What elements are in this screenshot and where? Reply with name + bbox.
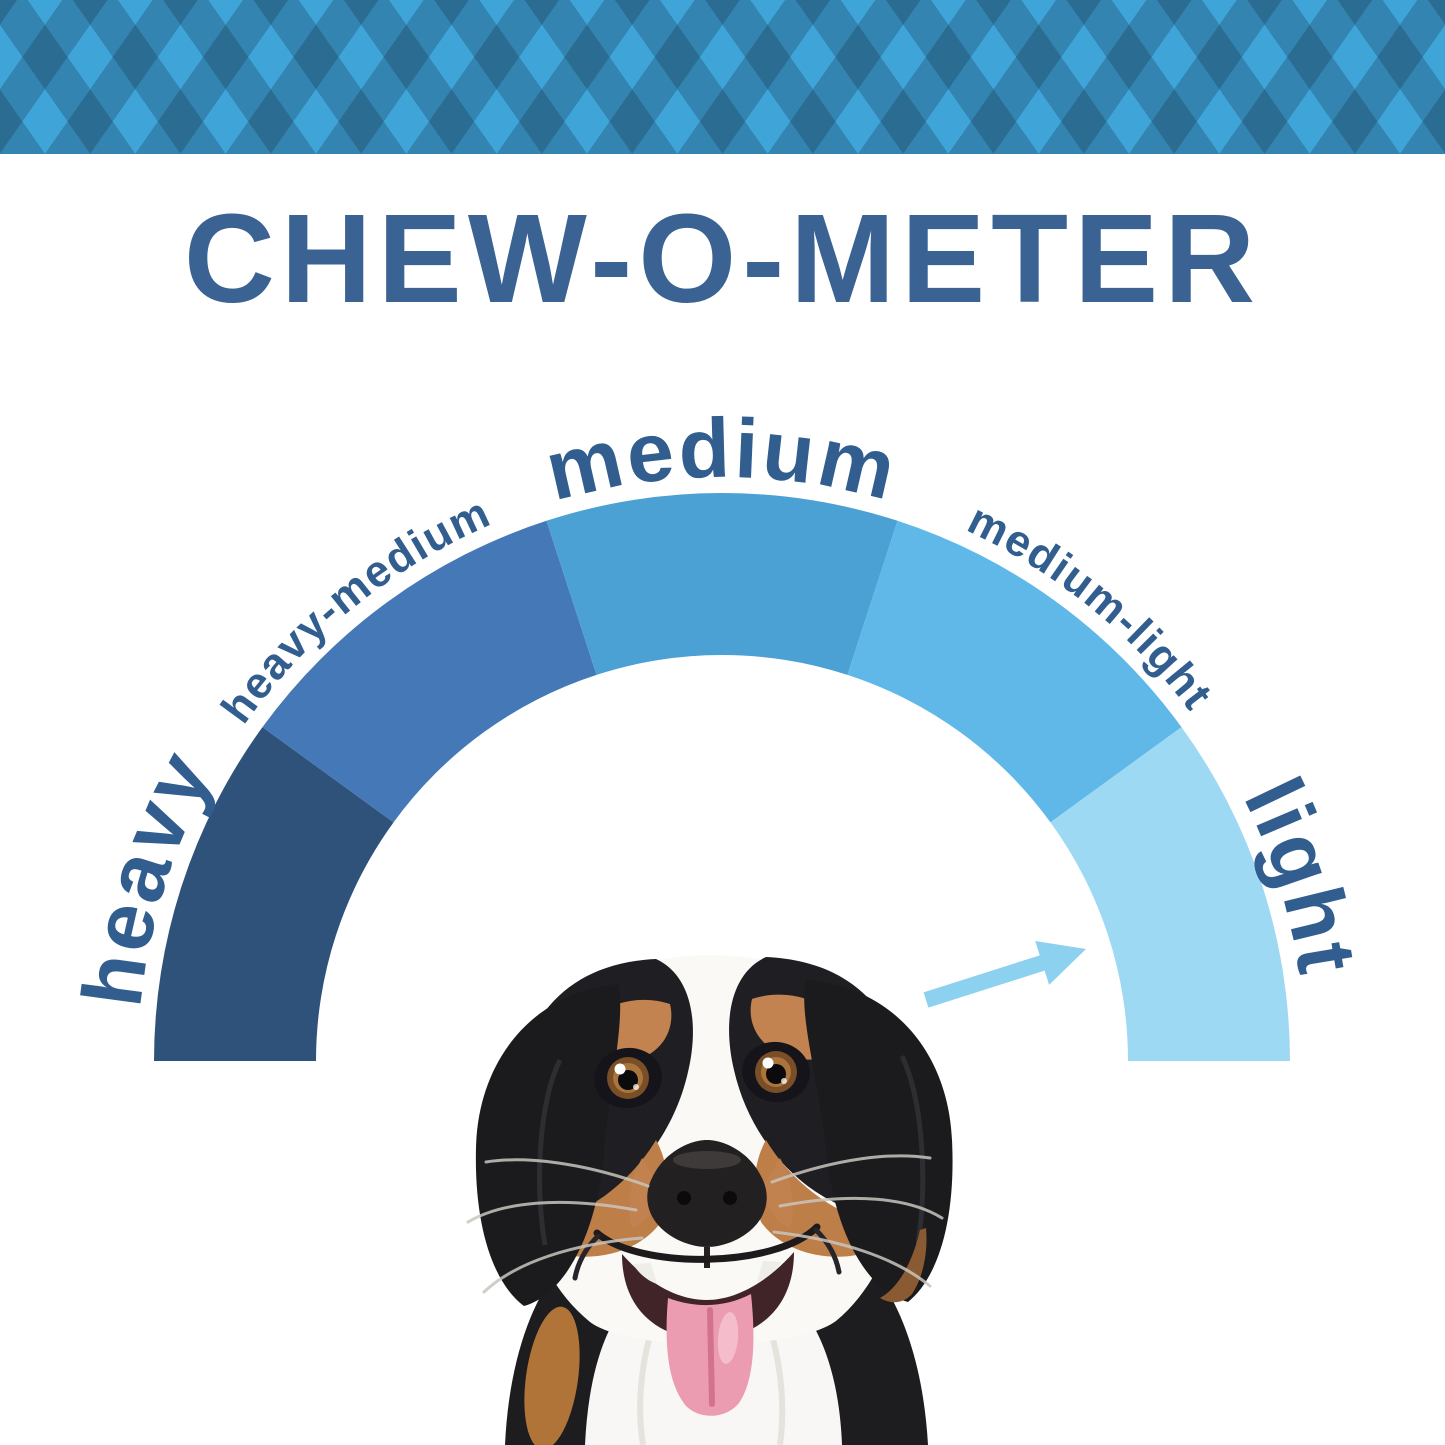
gauge-segment-medium-light bbox=[847, 520, 1182, 823]
dog-muzzle-tan bbox=[762, 1158, 793, 1228]
dog-right-eye bbox=[742, 1041, 810, 1103]
dog-tongue bbox=[666, 1294, 754, 1416]
page-title: CHEW-O-METER bbox=[183, 188, 1262, 329]
dog-whiskers bbox=[466, 1154, 944, 1294]
dog-left-ear bbox=[475, 984, 621, 1306]
dog-left-eye bbox=[594, 1047, 662, 1109]
dog-smile-crease bbox=[572, 1233, 601, 1281]
dog-ear-highlight bbox=[899, 1054, 926, 1245]
dog-right-ear bbox=[804, 980, 953, 1302]
dog-illustration bbox=[466, 955, 953, 1445]
gingham-banner bbox=[0, 0, 1445, 154]
dog-nose bbox=[647, 1140, 767, 1268]
gauge-segment-heavy bbox=[154, 727, 394, 1061]
dog-flank-tan-patch bbox=[524, 1306, 580, 1445]
gauge-segment-heavy-medium bbox=[262, 520, 597, 823]
gauge-segment-light bbox=[1050, 727, 1290, 1061]
gauge-segment-medium bbox=[546, 493, 898, 675]
dog-right-ear-tan-tip bbox=[880, 1228, 927, 1303]
dog-smile-crease bbox=[813, 1227, 842, 1275]
dog-ear-highlight bbox=[537, 1058, 563, 1246]
pointer-arrow bbox=[923, 941, 1086, 1008]
